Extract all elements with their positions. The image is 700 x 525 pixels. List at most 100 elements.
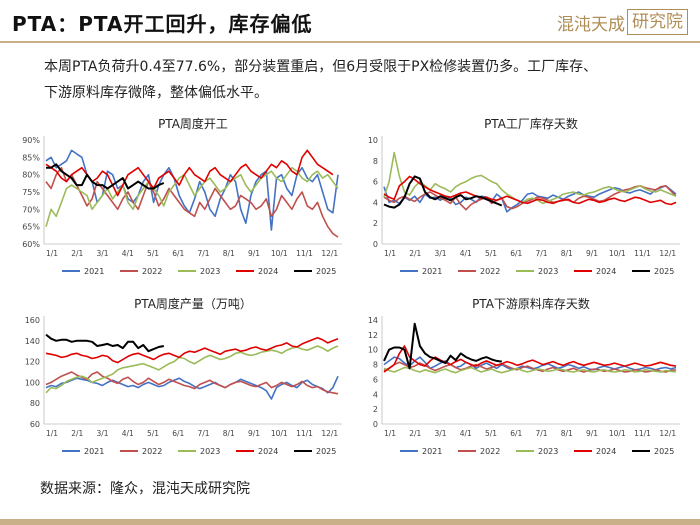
legend-label-2022: 2022 bbox=[480, 267, 500, 276]
x-tick-label: 6/1 bbox=[510, 249, 522, 258]
y-tick-label: 140 bbox=[25, 337, 40, 346]
logo-text: 混沌天成 bbox=[557, 14, 625, 35]
y-tick-label: 2 bbox=[373, 219, 378, 228]
series-line-2022 bbox=[45, 371, 339, 395]
x-tick-label: 9/1 bbox=[586, 249, 598, 258]
series-line-2022 bbox=[45, 166, 339, 238]
series-line-2021 bbox=[45, 375, 339, 400]
x-tick-label: 7/1 bbox=[197, 429, 209, 438]
legend-label-2021: 2021 bbox=[422, 447, 442, 456]
x-tick-label: 6/1 bbox=[172, 429, 184, 438]
series-line-2024 bbox=[383, 345, 677, 373]
series-line-2024 bbox=[45, 336, 339, 364]
y-tick-label: 90% bbox=[22, 136, 40, 145]
x-tick-label: 2/1 bbox=[409, 429, 421, 438]
x-tick-label: 3/1 bbox=[96, 429, 108, 438]
series-line-2025 bbox=[383, 322, 502, 370]
legend-label-2023: 2023 bbox=[538, 447, 558, 456]
header-divider bbox=[0, 41, 700, 43]
x-tick-label: 10/1 bbox=[271, 429, 288, 438]
y-tick-label: 10 bbox=[368, 346, 378, 355]
series-line-2022 bbox=[383, 185, 677, 211]
chart-operating-rate: PTA周度开工 60% 65% 70% 75% 80% 85% 90% 1/1 2/1 3/1 4/1… bbox=[12, 112, 352, 287]
x-tick-label: 2/1 bbox=[71, 429, 83, 438]
y-tick-label: 10 bbox=[368, 136, 378, 145]
x-tick-label: 12/1 bbox=[321, 249, 338, 258]
legend-label-2024: 2024 bbox=[596, 447, 616, 456]
chart-weekly-output: PTA周度产量（万吨） 60 80 100 120 140 160 1/1 2/1 3/1 4/1 5… bbox=[12, 292, 352, 467]
x-tick-label: 10/1 bbox=[609, 429, 626, 438]
y-tick-label: 100 bbox=[25, 378, 40, 387]
x-tick-label: 11/1 bbox=[296, 249, 313, 258]
chart-svg: PTA周度产量（万吨） 60 80 100 120 140 160 1/1 2/1 3/1 4/1 5… bbox=[25, 296, 342, 456]
chart-title: PTA工厂库存天数 bbox=[484, 116, 578, 131]
series-line-2023 bbox=[45, 166, 339, 227]
legend-label-2025: 2025 bbox=[316, 447, 336, 456]
x-tick-label: 4/1 bbox=[460, 249, 472, 258]
legend-label-2024: 2024 bbox=[258, 447, 278, 456]
x-tick-label: 7/1 bbox=[535, 429, 547, 438]
legend-label-2025: 2025 bbox=[654, 267, 674, 276]
brand-logo: 混沌天成 研究院 bbox=[557, 8, 688, 36]
y-tick-label: 60 bbox=[30, 420, 40, 429]
chart-factory-inventory: PTA工厂库存天数 0 2 4 6 8 10 1/1 2/1 3/1 4/1 5/1 6/1 7/1 8/1… bbox=[350, 112, 690, 287]
x-tick-label: 9/1 bbox=[586, 429, 598, 438]
y-tick-label: 85% bbox=[22, 153, 40, 162]
series-line-2024 bbox=[45, 149, 334, 197]
chart-title: PTA周度产量（万吨） bbox=[134, 296, 252, 311]
y-tick-label: 4 bbox=[373, 198, 378, 207]
x-tick-label: 9/1 bbox=[248, 429, 260, 438]
x-tick-label: 8/1 bbox=[223, 249, 235, 258]
y-tick-label: 80% bbox=[22, 171, 40, 180]
legend-label-2025: 2025 bbox=[316, 267, 336, 276]
x-tick-label: 4/1 bbox=[122, 429, 134, 438]
series-line-2023 bbox=[383, 366, 677, 374]
x-tick-label: 1/1 bbox=[384, 429, 396, 438]
x-tick-label: 11/1 bbox=[634, 429, 651, 438]
x-tick-label: 12/1 bbox=[659, 249, 676, 258]
series-line-2021 bbox=[383, 356, 677, 371]
description: 本周PTA负荷升0.4至77.6%，部分装置重启，但6月受限于PX检修装置仍多。… bbox=[44, 54, 674, 106]
chart-downstream-inventory: PTA下游原料库存天数 0 2 4 6 8 10 12 14 1/1 2/1 3/1 4/1 5/1 6/1… bbox=[350, 292, 690, 467]
x-tick-label: 1/1 bbox=[46, 429, 58, 438]
y-tick-label: 8 bbox=[373, 361, 378, 370]
y-tick-label: 0 bbox=[373, 240, 378, 249]
x-tick-label: 7/1 bbox=[197, 249, 209, 258]
chart-svg: PTA下游原料库存天数 0 2 4 6 8 10 12 14 1/1 2/1 3/1 4/1 5/1 6/1… bbox=[368, 296, 680, 456]
series-line-2022 bbox=[383, 361, 677, 373]
series-line-2024 bbox=[383, 175, 677, 206]
x-tick-label: 5/1 bbox=[147, 249, 159, 258]
x-tick-label: 3/1 bbox=[434, 429, 446, 438]
x-tick-label: 5/1 bbox=[485, 249, 497, 258]
y-tick-label: 12 bbox=[368, 331, 378, 340]
y-tick-label: 14 bbox=[368, 316, 378, 325]
y-tick-label: 75% bbox=[22, 188, 40, 197]
description-line-1: 本周PTA负荷升0.4至77.6%，部分装置重启，但6月受限于PX检修装置仍多。… bbox=[44, 59, 598, 75]
y-tick-label: 6 bbox=[373, 178, 378, 187]
x-tick-label: 5/1 bbox=[485, 429, 497, 438]
y-tick-label: 65% bbox=[22, 223, 40, 232]
x-tick-label: 11/1 bbox=[296, 429, 313, 438]
y-tick-label: 80 bbox=[30, 399, 40, 408]
x-tick-label: 8/1 bbox=[561, 429, 573, 438]
chart-svg: PTA周度开工 60% 65% 70% 75% 80% 85% 90% 1/1 2/1 3/1 4/1… bbox=[22, 116, 342, 276]
x-tick-label: 7/1 bbox=[535, 249, 547, 258]
legend-label-2024: 2024 bbox=[258, 267, 278, 276]
x-tick-label: 6/1 bbox=[172, 249, 184, 258]
x-tick-label: 8/1 bbox=[561, 249, 573, 258]
legend-label-2023: 2023 bbox=[200, 447, 220, 456]
y-tick-label: 8 bbox=[373, 157, 378, 166]
chart-title: PTA周度开工 bbox=[158, 116, 228, 131]
y-tick-label: 2 bbox=[373, 405, 378, 414]
x-tick-label: 8/1 bbox=[223, 429, 235, 438]
series-line-2025 bbox=[46, 163, 165, 190]
x-tick-label: 6/1 bbox=[510, 429, 522, 438]
logo-box-text: 研究院 bbox=[627, 9, 688, 35]
chart-svg: PTA工厂库存天数 0 2 4 6 8 10 1/1 2/1 3/1 4/1 5/1 6/1 7/1 8/1… bbox=[368, 116, 680, 276]
x-tick-label: 3/1 bbox=[96, 249, 108, 258]
series-line-2025 bbox=[383, 175, 503, 209]
x-tick-label: 10/1 bbox=[271, 249, 288, 258]
series-line-2023 bbox=[383, 151, 677, 205]
chart-title: PTA下游原料库存天数 bbox=[472, 296, 590, 311]
y-tick-label: 120 bbox=[25, 358, 40, 367]
